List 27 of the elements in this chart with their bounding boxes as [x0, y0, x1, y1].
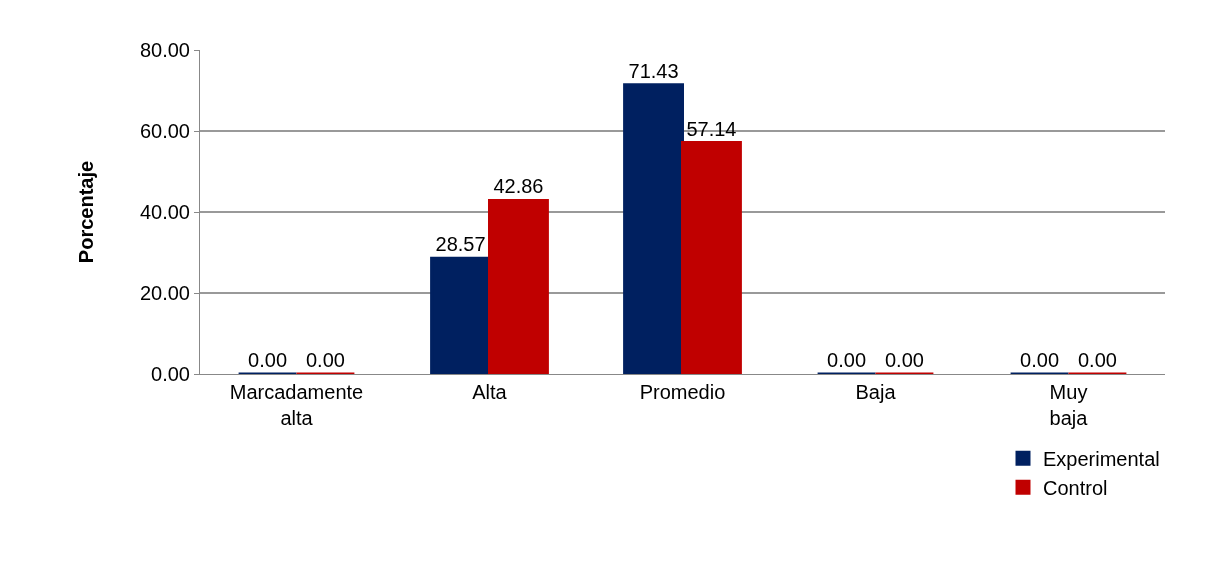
data-label: 0.00: [1077, 349, 1117, 371]
x-tick-label: Promedio: [639, 381, 726, 403]
data-label: 0.00: [305, 349, 345, 371]
y-tick-label: 80.00: [139, 39, 190, 61]
bar: [430, 256, 491, 374]
x-tick-label: Marcadamente alta: [229, 381, 364, 429]
legend-label: Control: [1043, 477, 1108, 500]
data-label: 71.43: [628, 59, 679, 82]
bar: [623, 83, 684, 374]
legend-label: Experimental: [1043, 448, 1160, 471]
bar: [488, 198, 549, 374]
data-label: 0.00: [1020, 349, 1060, 371]
data-label: 0.00: [884, 349, 924, 371]
y-tick-label: 60.00: [139, 120, 190, 142]
y-axis-title: Porcentaje: [75, 160, 98, 264]
data-label: 28.57: [435, 233, 486, 256]
data-label: 0.00: [827, 349, 867, 371]
data-label: 57.14: [686, 117, 737, 140]
x-tick-label: Muy baja: [1049, 381, 1089, 429]
data-label: 42.86: [493, 175, 544, 198]
bar: [681, 141, 742, 374]
y-tick-label: 40.00: [139, 201, 190, 223]
x-tick-label: Alta: [472, 381, 508, 403]
y-tick-label: 20.00: [139, 282, 190, 304]
y-tick-label: 0.00: [151, 363, 190, 385]
x-tick-label: Baja: [855, 381, 897, 403]
data-label: 0.00: [248, 349, 288, 371]
